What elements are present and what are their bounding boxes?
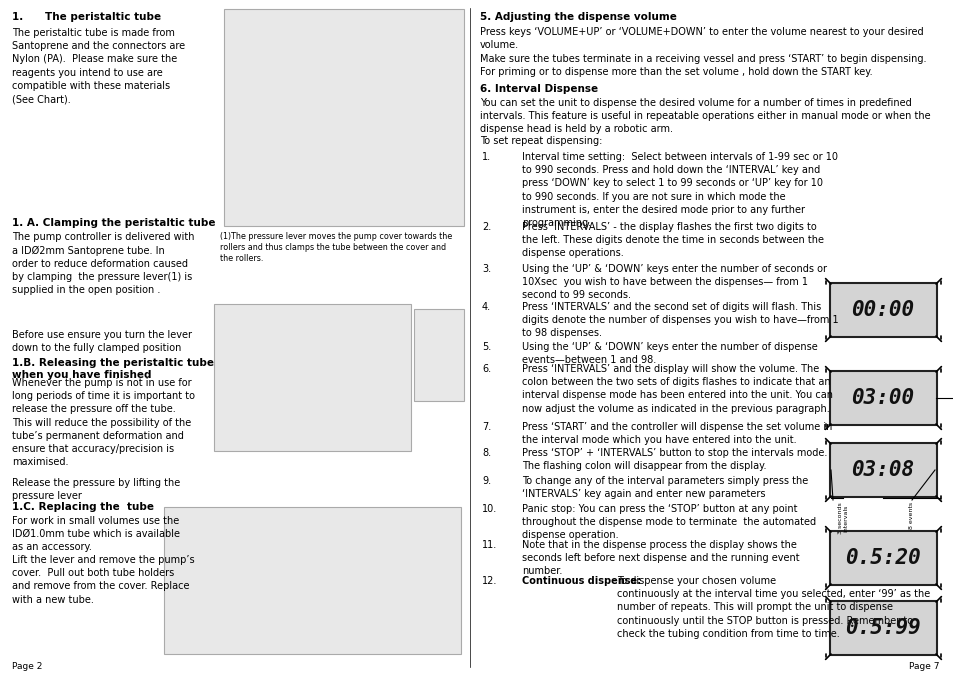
Text: The pump controller is delivered with
a IDØ2mm Santoprene tube. In
order to redu: The pump controller is delivered with a … [12, 232, 194, 295]
Text: 0.5:99: 0.5:99 [844, 618, 920, 638]
Text: 0.5:20: 0.5:20 [844, 548, 920, 568]
Text: 00:00: 00:00 [850, 300, 914, 320]
Text: Press ‘INTERVALS’ and the display will show the volume. The
colon between the tw: Press ‘INTERVALS’ and the display will s… [521, 364, 832, 414]
Text: Page 2: Page 2 [12, 662, 42, 671]
FancyBboxPatch shape [829, 601, 936, 655]
Text: 10.: 10. [481, 504, 497, 514]
Text: Panic stop: You can press the ‘STOP’ button at any point
throughout the dispense: Panic stop: You can press the ‘STOP’ but… [521, 504, 815, 541]
Text: Press ‘INTERVALS’ and the second set of digits will flash. This
digits denote th: Press ‘INTERVALS’ and the second set of … [521, 302, 838, 338]
FancyBboxPatch shape [829, 443, 936, 497]
Text: 12.: 12. [481, 576, 497, 586]
Text: 03:00: 03:00 [850, 388, 914, 408]
Text: You can set the unit to dispense the desired volume for a number of times in pre: You can set the unit to dispense the des… [479, 98, 929, 134]
Text: 03:08: 03:08 [850, 460, 914, 480]
Text: Press ‘STOP’ + ‘INTERVALS’ button to stop the intervals mode.
The flashing colon: Press ‘STOP’ + ‘INTERVALS’ button to sto… [521, 448, 826, 471]
Text: To change any of the interval parameters simply press the
‘INTERVALS’ key again : To change any of the interval parameters… [521, 476, 807, 500]
Text: 3 seconds
intervals: 3 seconds intervals [837, 502, 847, 534]
Text: 7.: 7. [481, 422, 491, 432]
Text: 1.: 1. [481, 152, 491, 162]
Text: The peristaltic tube is made from
Santoprene and the connectors are
Nylon (PA). : The peristaltic tube is made from Santop… [12, 28, 185, 104]
Text: For work in small volumes use the
IDØ1.0mm tube which is available
as an accesso: For work in small volumes use the IDØ1.0… [12, 516, 180, 552]
Text: 1.      The peristaltic tube: 1. The peristaltic tube [12, 12, 161, 22]
Text: Interval time setting:  Select between intervals of 1-99 sec or 10
to 990 second: Interval time setting: Select between in… [521, 152, 837, 228]
FancyBboxPatch shape [414, 309, 463, 401]
Text: Continuous dispense:: Continuous dispense: [521, 576, 640, 586]
FancyBboxPatch shape [213, 304, 411, 451]
Text: 8 events: 8 events [908, 502, 914, 529]
Text: 3.: 3. [481, 264, 491, 274]
Text: To set repeat dispensing:: To set repeat dispensing: [479, 136, 601, 146]
Text: 1.B. Releasing the peristaltic tube
when you have finished: 1.B. Releasing the peristaltic tube when… [12, 358, 213, 381]
Text: Whenever the pump is not in use for
long periods of time it is important to
rele: Whenever the pump is not in use for long… [12, 378, 194, 467]
Text: 5. Adjusting the dispense volume: 5. Adjusting the dispense volume [479, 12, 677, 22]
Text: Page 7: Page 7 [908, 662, 939, 671]
Text: 6.: 6. [481, 364, 491, 374]
FancyBboxPatch shape [829, 371, 936, 425]
FancyBboxPatch shape [224, 9, 463, 226]
Text: To dispense your chosen volume
continuously at the interval time you selected, e: To dispense your chosen volume continuou… [617, 576, 929, 639]
Text: 8.: 8. [481, 448, 491, 458]
Text: 5.: 5. [481, 342, 491, 352]
FancyBboxPatch shape [829, 283, 936, 337]
Text: Make sure the tubes terminate in a receiving vessel and press ‘START’ to begin d: Make sure the tubes terminate in a recei… [479, 54, 925, 77]
Text: Using the ‘UP’ & ‘DOWN’ keys enter the number of seconds or
10Xsec  you wish to : Using the ‘UP’ & ‘DOWN’ keys enter the n… [521, 264, 826, 300]
FancyBboxPatch shape [829, 531, 936, 585]
Text: Press ‘START’ and the controller will dispense the set volume in
the interval mo: Press ‘START’ and the controller will di… [521, 422, 832, 446]
Text: Release the pressure by lifting the
pressure lever: Release the pressure by lifting the pres… [12, 478, 180, 502]
Text: 9.: 9. [481, 476, 491, 486]
Text: Press keys ‘VOLUME+UP’ or ‘VOLUME+DOWN’ to enter the volume nearest to your desi: Press keys ‘VOLUME+UP’ or ‘VOLUME+DOWN’ … [479, 27, 923, 50]
Text: Before use ensure you turn the lever
down to the fully clamped position: Before use ensure you turn the lever dow… [12, 330, 192, 353]
FancyBboxPatch shape [164, 507, 460, 654]
Text: 1.C. Replacing the  tube: 1.C. Replacing the tube [12, 502, 153, 512]
Text: Press ‘INTERVALS’ - the display flashes the first two digits to
the left. These : Press ‘INTERVALS’ - the display flashes … [521, 222, 823, 259]
Text: Lift the lever and remove the pump’s
cover.  Pull out both tube holders
and remo: Lift the lever and remove the pump’s cov… [12, 555, 194, 605]
Text: Using the ‘UP’ & ‘DOWN’ keys enter the number of dispense
events—between 1 and 9: Using the ‘UP’ & ‘DOWN’ keys enter the n… [521, 342, 817, 365]
Text: 6. Interval Dispense: 6. Interval Dispense [479, 84, 598, 94]
Text: 4.: 4. [481, 302, 491, 312]
Text: (1)The pressure lever moves the pump cover towards the
rollers and thus clamps t: (1)The pressure lever moves the pump cov… [220, 232, 452, 263]
Text: 1. A. Clamping the peristaltic tube: 1. A. Clamping the peristaltic tube [12, 218, 215, 228]
Text: 11.: 11. [481, 540, 497, 550]
Text: Note that in the dispense process the display shows the
seconds left before next: Note that in the dispense process the di… [521, 540, 799, 576]
Text: 2.: 2. [481, 222, 491, 232]
